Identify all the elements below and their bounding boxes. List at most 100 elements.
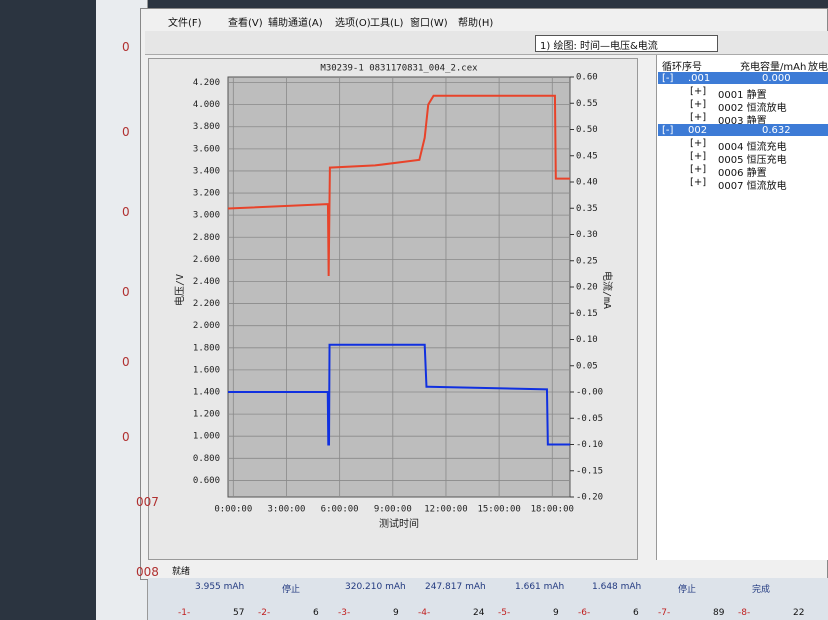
- tree-label: 0003 静置: [718, 116, 767, 127]
- y2-axis-label: 电流/mA: [601, 271, 614, 309]
- tree-toggle[interactable]: [-]: [662, 73, 674, 84]
- tree-toggle[interactable]: [+]: [690, 86, 707, 97]
- channel-tab[interactable]: -1-: [178, 608, 191, 618]
- tree-label: 0001 静置: [718, 90, 767, 101]
- channel-tab[interactable]: -5-: [498, 608, 511, 618]
- y-tick-label: 2.200: [193, 299, 220, 309]
- y2-tick-label: -0.05: [576, 414, 603, 424]
- summary-cell: 完成: [752, 585, 771, 595]
- y2-tick-label: -0.15: [576, 466, 603, 476]
- tree-label: 0004 恒流充电: [718, 142, 787, 153]
- series-line: [227, 94, 570, 276]
- y-tick-label: 1.600: [193, 365, 220, 375]
- channel-count: 89: [713, 608, 725, 618]
- y2-tick-label: 0.05: [576, 361, 598, 371]
- summary-cell: 停止: [282, 585, 301, 595]
- plot-area: [227, 76, 571, 498]
- y-axis-label: 电压/V: [173, 274, 186, 306]
- x-axis-label: 测试时间: [379, 517, 419, 530]
- side-label: 0: [122, 125, 130, 139]
- channel-count: 57: [233, 608, 245, 618]
- tree-toggle[interactable]: [+]: [690, 151, 707, 162]
- chart-title: M30239-1 0831170831_004_2.cex: [320, 64, 478, 74]
- x-tick-label: 3:00:00: [268, 505, 306, 515]
- x-tick-label: 15:00:00: [477, 505, 520, 515]
- y2-tick-label: -0.00: [576, 388, 603, 398]
- menu-item[interactable]: 查看(V): [228, 18, 263, 29]
- tree-label: 0005 恒压充电: [718, 155, 787, 166]
- tree-toggle[interactable]: [+]: [690, 177, 707, 188]
- y2-tick-label: 0.20: [576, 283, 598, 293]
- channel-count: 9: [553, 608, 559, 618]
- y-tick-label: 3.400: [193, 166, 220, 176]
- tree-value: 0.000: [762, 73, 791, 84]
- menu-item[interactable]: 工具(L): [370, 18, 404, 29]
- tree-header: 放电: [808, 62, 828, 73]
- tree-toggle[interactable]: [+]: [690, 99, 707, 110]
- tree-label: .001: [688, 73, 711, 84]
- channel-tab[interactable]: -2-: [258, 608, 271, 618]
- channel-tab[interactable]: -4-: [418, 608, 431, 618]
- tree-label: 0006 静置: [718, 168, 767, 179]
- y2-tick-label: 0.55: [576, 99, 598, 109]
- plot-select-text[interactable]: 1) 绘图: 时间—电压&电流: [540, 41, 658, 52]
- tree-toggle[interactable]: [+]: [690, 112, 707, 123]
- menu-item[interactable]: 帮助(H): [458, 18, 494, 29]
- summary-cell: 247.817 mAh: [425, 582, 486, 592]
- row-highlight: [658, 72, 828, 84]
- side-label: 0: [122, 285, 130, 299]
- x-tick-label: 0:00:00: [214, 505, 252, 515]
- menu-item[interactable]: 文件(F): [168, 18, 202, 29]
- channel-tab[interactable]: -8-: [738, 608, 751, 618]
- y2-tick-label: 0.10: [576, 335, 598, 345]
- y-tick-label: 2.600: [193, 255, 220, 265]
- tree-panel: [656, 55, 828, 560]
- channel-tab[interactable]: -6-: [578, 608, 591, 618]
- y-tick-label: 1.200: [193, 410, 220, 420]
- y-tick-label: 1.400: [193, 388, 220, 398]
- y-tick-label: 4.000: [193, 100, 220, 110]
- y-tick-label: 2.400: [193, 277, 220, 287]
- y-tick-label: 0.800: [193, 454, 220, 464]
- plot-select[interactable]: [535, 35, 718, 52]
- channel-count: 6: [633, 608, 639, 618]
- y-tick-label: 3.200: [193, 189, 220, 199]
- y-tick-label: 1.000: [193, 432, 220, 442]
- y-tick-label: 3.800: [193, 122, 220, 132]
- tree-toggle[interactable]: [+]: [690, 138, 707, 149]
- tree-toggle[interactable]: [-]: [662, 125, 674, 136]
- y2-tick-label: 0.35: [576, 204, 598, 214]
- side-label: 008: [136, 565, 159, 579]
- channel-tab[interactable]: -7-: [658, 608, 671, 618]
- series-line: [228, 343, 570, 446]
- tree-value: 0.632: [762, 125, 791, 136]
- y-tick-label: 3.600: [193, 144, 220, 154]
- channel-tab[interactable]: -3-: [338, 608, 351, 618]
- channel-count: 9: [393, 608, 399, 618]
- row-highlight: [658, 124, 828, 136]
- menu-item[interactable]: 辅助通道(A): [268, 18, 323, 29]
- y2-tick-label: 0.45: [576, 151, 598, 161]
- summary-cell: 1.648 mAh: [592, 582, 642, 592]
- menu-item[interactable]: 选项(O): [335, 18, 371, 29]
- y2-tick-label: 0.40: [576, 178, 598, 188]
- tree-header: 充电容量/mAh: [740, 62, 807, 73]
- summary-cell: 3.955 mAh: [195, 582, 245, 592]
- summary-cell: 停止: [678, 585, 697, 595]
- y2-tick-label: -0.20: [576, 493, 603, 503]
- tree-label: 0002 恒流放电: [718, 103, 787, 114]
- menu-item[interactable]: 窗口(W): [410, 18, 448, 29]
- y2-tick-label: 0.50: [576, 125, 598, 135]
- y-tick-label: 3.000: [193, 211, 220, 221]
- x-tick-label: 12:00:00: [424, 505, 467, 515]
- tree-toggle[interactable]: [+]: [690, 164, 707, 175]
- tree-header: 循环序号: [662, 62, 702, 73]
- summary-cell: 1.661 mAh: [515, 582, 565, 592]
- side-label: 0: [122, 355, 130, 369]
- channel-count: 6: [313, 608, 319, 618]
- y-tick-label: 4.200: [193, 78, 220, 88]
- channel-count: 22: [793, 608, 805, 618]
- side-label: 007: [136, 495, 159, 509]
